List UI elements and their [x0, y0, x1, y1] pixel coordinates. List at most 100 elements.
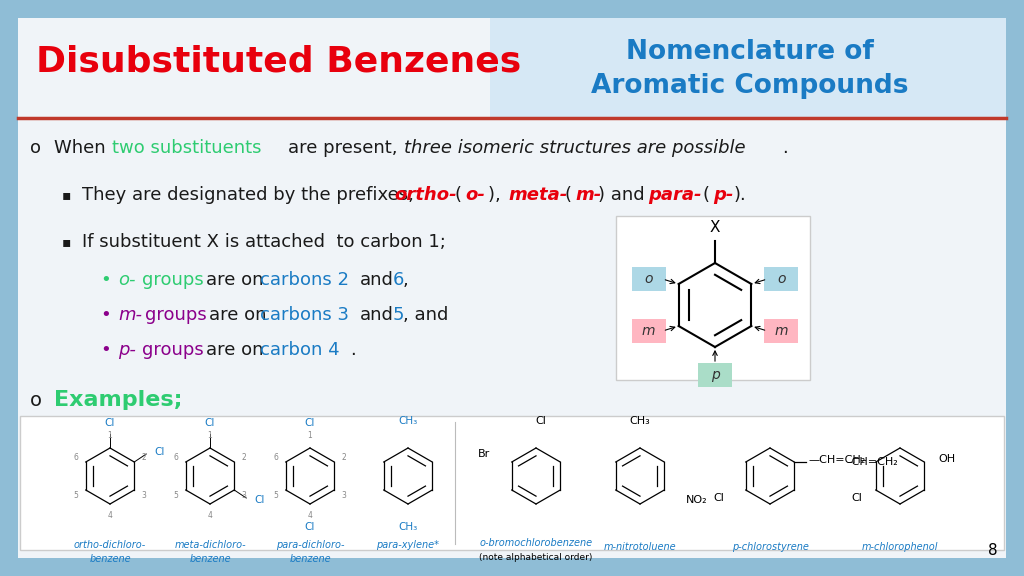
Text: groups: groups	[142, 271, 204, 289]
Text: carbons 3: carbons 3	[260, 306, 349, 324]
Text: Cl: Cl	[254, 495, 264, 505]
Text: m-nitrotoluene: m-nitrotoluene	[604, 542, 676, 552]
Text: m: m	[774, 324, 788, 338]
Text: o: o	[644, 272, 653, 286]
FancyBboxPatch shape	[764, 267, 799, 291]
Text: o: o	[777, 272, 785, 286]
Text: benzene: benzene	[89, 554, 131, 564]
Text: , and: , and	[403, 306, 449, 324]
Text: Cl: Cl	[104, 418, 115, 428]
Text: meta-dichloro-: meta-dichloro-	[174, 540, 246, 550]
FancyBboxPatch shape	[632, 319, 666, 343]
Text: •: •	[100, 306, 111, 324]
Text: m: m	[642, 324, 655, 338]
Text: m-: m-	[575, 186, 601, 204]
Text: 3: 3	[342, 491, 347, 499]
Text: are on: are on	[206, 341, 263, 359]
Text: are present,: are present,	[288, 139, 403, 157]
Text: para-: para-	[648, 186, 701, 204]
Text: Cl: Cl	[155, 447, 165, 457]
Text: 1: 1	[208, 431, 212, 441]
FancyBboxPatch shape	[698, 363, 732, 387]
Text: (: (	[703, 186, 710, 204]
Text: CH₃: CH₃	[398, 416, 418, 426]
Text: 2: 2	[342, 453, 346, 461]
Text: ▪: ▪	[62, 235, 72, 249]
Text: meta-: meta-	[508, 186, 567, 204]
Text: carbon 4: carbon 4	[260, 341, 340, 359]
Text: •: •	[100, 271, 111, 289]
FancyBboxPatch shape	[764, 319, 799, 343]
Text: 6: 6	[74, 453, 78, 461]
Text: m-: m-	[118, 306, 142, 324]
Text: 2: 2	[242, 453, 247, 461]
Text: 4: 4	[208, 511, 212, 521]
Text: Examples;: Examples;	[54, 390, 182, 410]
Text: m-chlorophenol: m-chlorophenol	[862, 542, 938, 552]
Text: benzene: benzene	[189, 554, 230, 564]
Text: Aromatic Compounds: Aromatic Compounds	[591, 73, 908, 99]
Text: Cl: Cl	[205, 418, 215, 428]
Text: o: o	[30, 391, 42, 410]
Text: ,: ,	[403, 271, 409, 289]
Text: (: (	[565, 186, 572, 204]
Text: o-bromochlorobenzene: o-bromochlorobenzene	[479, 538, 593, 548]
Text: o-: o-	[118, 271, 135, 289]
Text: 3: 3	[141, 491, 146, 499]
Text: 4: 4	[108, 511, 113, 521]
Text: benzene: benzene	[289, 554, 331, 564]
Text: NO₂: NO₂	[686, 495, 708, 505]
Text: 6: 6	[173, 453, 178, 461]
Text: Cl: Cl	[713, 493, 724, 503]
Text: two substituents: two substituents	[112, 139, 261, 157]
Text: 5: 5	[393, 306, 404, 324]
Text: 1: 1	[307, 431, 312, 441]
Text: Cl: Cl	[536, 416, 547, 426]
Text: para-xylene*: para-xylene*	[377, 540, 439, 550]
Text: They are designated by the prefixes;: They are designated by the prefixes;	[82, 186, 420, 204]
Text: ),: ),	[488, 186, 507, 204]
Text: 2: 2	[142, 453, 146, 461]
Text: o-: o-	[465, 186, 485, 204]
FancyBboxPatch shape	[20, 416, 1004, 550]
Text: 6: 6	[273, 453, 279, 461]
Text: CH₃: CH₃	[630, 416, 650, 426]
Text: X: X	[710, 220, 720, 235]
Text: Cl: Cl	[305, 418, 315, 428]
Text: ).: ).	[734, 186, 746, 204]
Text: Cl: Cl	[305, 522, 315, 532]
Text: are on: are on	[209, 306, 266, 324]
Text: 6: 6	[393, 271, 404, 289]
Text: When: When	[54, 139, 112, 157]
Text: .: .	[350, 341, 355, 359]
Text: ) and: ) and	[598, 186, 650, 204]
Text: 5: 5	[74, 491, 78, 499]
Text: 3: 3	[242, 491, 247, 499]
Text: p-: p-	[713, 186, 733, 204]
Text: 1: 1	[108, 431, 113, 441]
Text: ▪: ▪	[62, 188, 72, 202]
FancyBboxPatch shape	[632, 267, 666, 291]
Text: OH: OH	[938, 454, 955, 464]
Text: para-dichloro-: para-dichloro-	[275, 540, 344, 550]
Text: are on: are on	[206, 271, 263, 289]
Text: groups: groups	[145, 306, 207, 324]
Text: 5: 5	[273, 491, 279, 499]
Text: and: and	[360, 271, 394, 289]
FancyBboxPatch shape	[490, 18, 1006, 118]
Text: •: •	[100, 341, 111, 359]
Text: .: .	[782, 139, 787, 157]
Text: Disubstituted Benzenes: Disubstituted Benzenes	[36, 45, 521, 79]
Text: groups: groups	[142, 341, 204, 359]
Text: (note alphabetical order): (note alphabetical order)	[479, 553, 593, 562]
Text: three isomeric structures are possible: three isomeric structures are possible	[404, 139, 745, 157]
Text: p: p	[711, 368, 720, 382]
Text: If substituent X is attached  to carbon 1;: If substituent X is attached to carbon 1…	[82, 233, 445, 251]
Text: 8: 8	[988, 543, 998, 558]
Text: and: and	[360, 306, 394, 324]
Text: (: (	[455, 186, 462, 204]
Text: Cl: Cl	[851, 493, 862, 503]
Text: 5: 5	[173, 491, 178, 499]
Text: ortho-: ortho-	[394, 186, 457, 204]
Text: 4: 4	[307, 511, 312, 521]
